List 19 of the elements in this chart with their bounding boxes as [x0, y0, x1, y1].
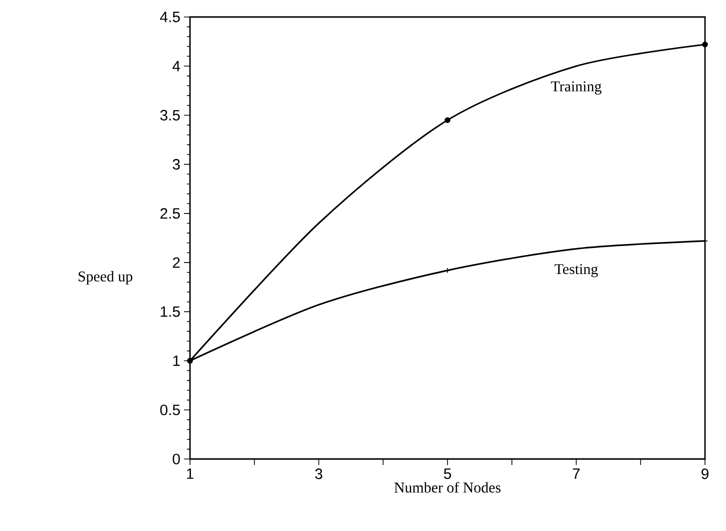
x-tick-label: 7: [572, 468, 580, 479]
series-label: Testing: [554, 264, 598, 278]
x-tick-label: 3: [315, 468, 322, 480]
x-tick-label: 9: [702, 468, 708, 480]
y-axis-title: Speed up: [78, 271, 132, 285]
y-tick-label: 3: [172, 159, 180, 170]
y-tick-label: 2.5: [160, 208, 180, 219]
y-tick-label: 1.5: [160, 306, 180, 317]
y-tick-label: 2: [172, 257, 180, 268]
y-tick-label: 0: [172, 454, 180, 464]
x-axis-title: Number of Nodes: [394, 482, 500, 493]
x-tick-label: 5: [444, 468, 452, 479]
x-tick-label: 1: [186, 468, 194, 479]
series-label: Training: [551, 81, 602, 95]
y-tick-label: 4.5: [160, 12, 180, 22]
y-tick-label: 4: [172, 60, 180, 72]
y-tick-label: 3.5: [160, 110, 180, 121]
y-tick-label: 0.5: [160, 404, 180, 416]
y-tick-label: 1: [173, 356, 180, 366]
